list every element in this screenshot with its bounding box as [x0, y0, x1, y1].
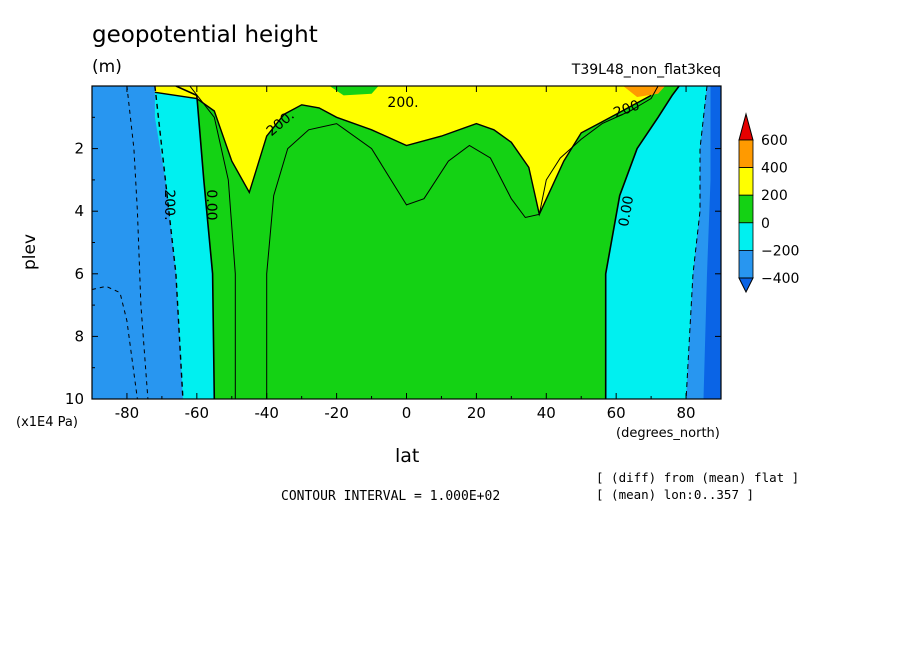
x-tick-label: -40 [254, 404, 279, 422]
contour-label: 0.00 [203, 189, 219, 220]
y-axis-units: (x1E4 Pa) [16, 415, 78, 430]
x-tick-label: 60 [607, 404, 626, 422]
x-tick-label: 40 [537, 404, 556, 422]
colorbar-label: 400 [761, 161, 788, 177]
y-tick-label: 4 [74, 202, 84, 220]
colorbar-band [738, 139, 754, 169]
colorbar-label: −400 [761, 271, 799, 287]
contour-plus100-interior [266, 86, 659, 399]
colorbar-band [738, 222, 754, 251]
y-tick-label: 2 [74, 140, 84, 158]
y-tick-label: 10 [65, 390, 84, 408]
x-tick-label: 80 [677, 404, 696, 422]
plot-title: geopotential height [92, 22, 318, 48]
region-plus200-plus400 [154, 86, 652, 215]
contour-plus100-west [189, 86, 236, 399]
colorbar-band [738, 194, 754, 224]
x-tick-label: -60 [185, 404, 210, 422]
contour-minus200-east [685, 86, 708, 399]
contour-label: 0.00 [616, 194, 637, 227]
colorbar-label: 0 [761, 216, 770, 232]
colorbar-top-arrow [738, 112, 754, 141]
dataset-label: T39L48_non_flat3keq [571, 62, 721, 78]
y-axis-label: plev [20, 233, 40, 270]
contour-plus200 [154, 91, 652, 217]
colorbar-bottom-arrow [738, 277, 754, 294]
contour-zero-west [175, 86, 216, 399]
contour-minus100-west [126, 86, 149, 399]
contour-label: 200. [387, 95, 418, 111]
mean-note: [ (mean) lon:0..357 ] [596, 487, 755, 502]
contour-minus200-west [154, 86, 184, 399]
colorbar-label: 200 [761, 188, 788, 204]
x-tick-label: -20 [324, 404, 349, 422]
region-minus200-zero-west [154, 86, 215, 399]
x-tick-label: -80 [115, 404, 140, 422]
diff-note: [ (diff) from (mean) flat ] [596, 470, 800, 485]
region-zero-plus200-island [329, 86, 379, 96]
colorbar-label: −200 [761, 243, 799, 259]
y-tick-label: 8 [74, 327, 84, 345]
colorbar-band [738, 249, 754, 279]
colorbar-band [738, 167, 754, 196]
region-plus400-plus600 [623, 86, 666, 97]
x-tick-label: 20 [467, 404, 486, 422]
region-minus200-zero-east [605, 86, 707, 399]
x-tick-label: 0 [402, 404, 412, 422]
contour-label: 200. [161, 189, 177, 220]
contour-zero-east [604, 86, 680, 399]
colorbar-label: 600 [761, 133, 788, 149]
contour-minus300-west [92, 285, 138, 399]
x-axis-units: (degrees_north) [616, 426, 720, 441]
region-below-minus400 [703, 86, 721, 399]
y-tick-label: 6 [74, 265, 84, 283]
x-axis-label: lat [395, 445, 420, 467]
plot-units: (m) [92, 57, 122, 77]
contour-interval-text: CONTOUR INTERVAL = 1.000E+02 [281, 489, 501, 504]
